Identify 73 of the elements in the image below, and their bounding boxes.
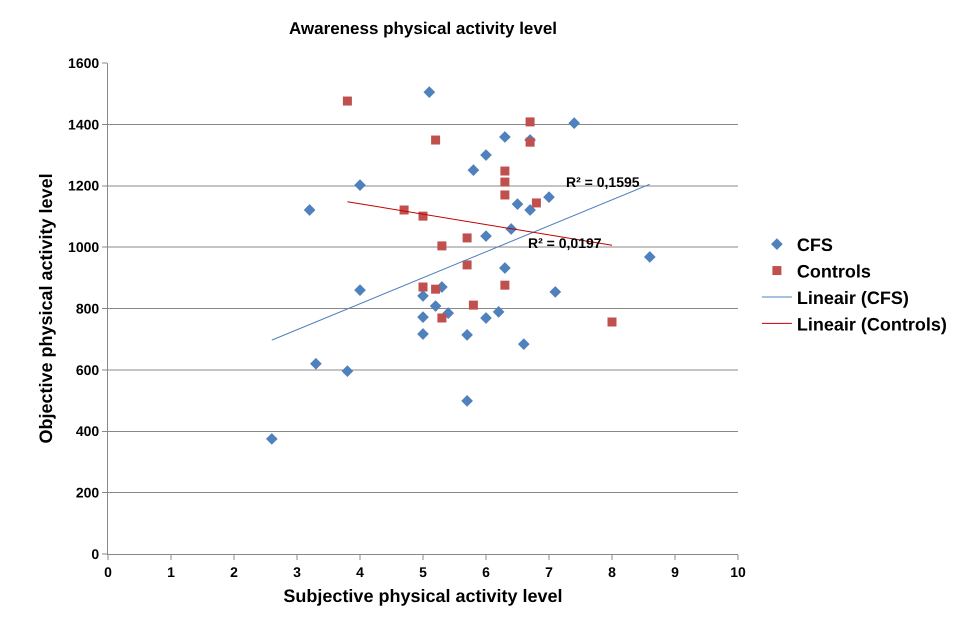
point [500, 280, 510, 290]
point [526, 138, 535, 147]
point [266, 433, 278, 445]
point [500, 166, 510, 176]
point [437, 241, 446, 250]
y-tick-label: 0 [91, 546, 100, 562]
legend-label: Lineair (Controls) [796, 314, 947, 334]
point [549, 286, 562, 298]
point [480, 149, 492, 161]
x-tick-label: 1 [167, 564, 176, 580]
y-tick-label: 1200 [68, 178, 100, 194]
y-tick-label: 200 [76, 484, 100, 501]
x-tick-label: 8 [608, 564, 616, 580]
legend-label: Controls [796, 262, 871, 282]
x-tick-label: 3 [293, 564, 302, 580]
point [437, 314, 446, 323]
point [500, 190, 510, 200]
point [644, 251, 656, 263]
point [354, 179, 366, 191]
point [518, 338, 530, 350]
x-tick-label: 0 [104, 564, 112, 580]
annotation: R² = 0,0197 [528, 235, 602, 251]
legend-label: Lineair (CFS) [796, 288, 909, 308]
y-tick-label: 1400 [68, 116, 100, 132]
point [462, 233, 472, 242]
x-axis-title: Subjective physical activity level [283, 586, 563, 606]
point [480, 312, 492, 324]
point [500, 178, 510, 187]
point [480, 230, 492, 242]
point [526, 117, 535, 126]
point [354, 284, 366, 296]
point [568, 117, 580, 129]
x-tick-label: 4 [356, 564, 364, 580]
point [461, 395, 473, 407]
x-tick-label: 10 [730, 564, 746, 580]
annotation: R² = 0,1595 [566, 174, 640, 190]
point [431, 136, 440, 145]
y-tick-label: 400 [76, 423, 100, 440]
point [417, 290, 429, 302]
x-tick-label: 7 [545, 564, 554, 580]
point [461, 329, 473, 341]
point [468, 164, 480, 176]
point [608, 318, 616, 326]
point [431, 284, 440, 294]
point [492, 306, 504, 318]
point [499, 262, 511, 274]
point [512, 198, 524, 210]
x-tick-label: 5 [419, 564, 428, 580]
y-axis-title: Objective physical activity level [36, 173, 56, 444]
x-tick-label: 9 [671, 564, 680, 580]
point [524, 204, 536, 216]
point [423, 86, 436, 98]
point [304, 204, 316, 216]
legend-label: CFS [796, 235, 833, 256]
point [310, 358, 322, 370]
x-tick-label: 6 [482, 564, 490, 580]
point [499, 131, 511, 143]
y-tick-label: 800 [76, 300, 100, 316]
y-tick-label: 600 [76, 362, 100, 378]
point [342, 365, 354, 377]
x-tick-label: 2 [230, 564, 238, 580]
point [468, 300, 478, 310]
y-tick-label: 1000 [68, 239, 100, 256]
point [417, 311, 429, 323]
point [342, 96, 352, 106]
chart-title: Awareness physical activity level [288, 19, 558, 38]
point [462, 260, 472, 270]
y-tick-label: 1600 [68, 54, 100, 71]
point [532, 198, 541, 208]
point [418, 282, 428, 292]
point [430, 300, 442, 312]
point [543, 191, 555, 203]
point [417, 328, 429, 340]
